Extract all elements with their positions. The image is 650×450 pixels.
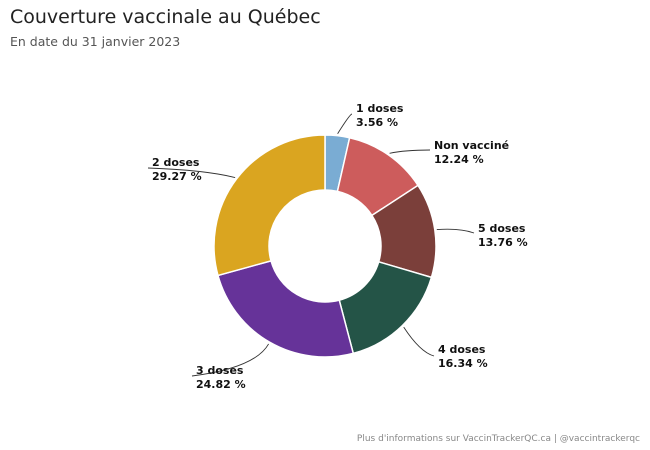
donut-slices	[213, 134, 437, 358]
slice-label-value: 13.76 %	[478, 236, 528, 249]
leader-line	[403, 326, 435, 357]
chart-subtitle: En date du 31 janvier 2023	[10, 34, 181, 49]
slice-label-value: 24.82 %	[196, 378, 246, 391]
leader-line	[389, 149, 431, 154]
footer-credit: Plus d'informations sur VaccinTrackerQC.…	[356, 434, 640, 444]
leader-line	[337, 113, 353, 134]
slice-label-value: 16.34 %	[438, 357, 488, 370]
slice-label-value: 29.27 %	[152, 170, 202, 183]
slice-label-value: 3.56 %	[356, 116, 398, 129]
slice-label-name: 5 doses	[478, 222, 526, 235]
slice-label-name: 1 doses	[356, 102, 404, 115]
slice-label-name: 3 doses	[196, 364, 244, 377]
slice-4-doses	[338, 260, 433, 355]
slice-label-name: 2 doses	[152, 156, 200, 169]
slice-label-name: Non vacciné	[434, 139, 509, 152]
leader-line	[191, 343, 269, 377]
leader-line	[436, 228, 475, 234]
slice-label-value: 12.24 %	[434, 153, 484, 166]
leader-line	[147, 167, 236, 178]
slice-3-doses	[217, 259, 355, 358]
slice-2-doses	[213, 134, 326, 277]
chart-title: Couverture vaccinale au Québec	[10, 6, 321, 28]
slice-label-name: 4 doses	[438, 343, 486, 356]
leader-lines	[147, 113, 475, 377]
